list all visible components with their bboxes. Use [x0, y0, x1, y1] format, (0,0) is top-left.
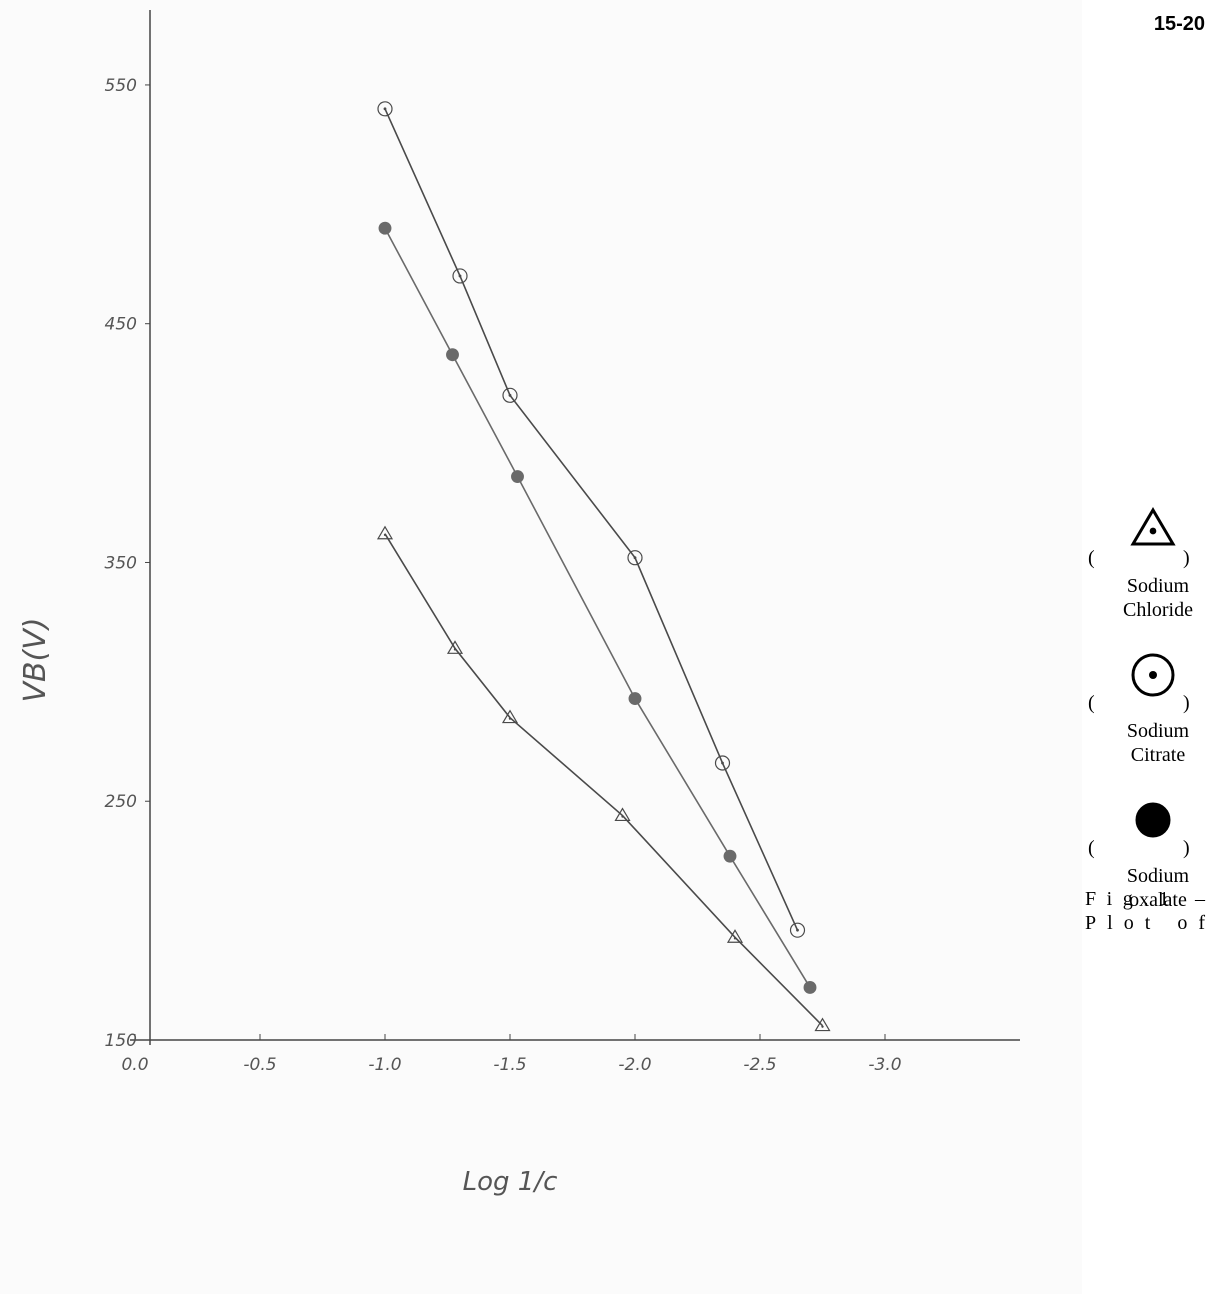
marker [628, 692, 642, 706]
marker [723, 849, 737, 863]
marker [803, 981, 817, 994]
y-axis-label: VB(V) [18, 617, 53, 702]
x-tick-label: -1.0 [368, 1055, 401, 1075]
legend-bracket: ) [1183, 837, 1190, 859]
y-tick-label: 450 [105, 315, 137, 335]
page-number: 15-20 [1154, 13, 1205, 35]
marker [376, 525, 394, 540]
marker-shape [627, 550, 643, 566]
legend-bracket: ) [1183, 547, 1190, 569]
marker-shape [723, 849, 737, 863]
marker [714, 755, 731, 771]
series-line [384, 108, 799, 931]
legend-bracket: ) [1183, 692, 1190, 714]
legend-bracket: ( [1088, 547, 1095, 569]
marker-dot [458, 274, 462, 278]
marker [1130, 507, 1176, 546]
marker [511, 470, 524, 483]
x-axis-label: Log 1/c [463, 1167, 558, 1197]
marker-dot [721, 761, 724, 765]
marker-shape [376, 525, 394, 540]
x-tick-label: 0.0 [121, 1055, 148, 1075]
y-tick-label: 250 [105, 792, 137, 812]
marker-shape [1135, 802, 1171, 838]
marker-shape [789, 922, 806, 938]
series-line [384, 533, 824, 1027]
marker-dot [621, 815, 624, 818]
series-line [384, 227, 811, 988]
marker [726, 929, 744, 943]
marker [1135, 802, 1171, 838]
marker-shape [628, 692, 642, 706]
legend-bracket: ( [1088, 837, 1095, 859]
x-tick-label: -2.5 [743, 1055, 776, 1075]
marker [501, 709, 519, 724]
y-tick-label: 150 [105, 1031, 137, 1051]
marker-shape [501, 709, 519, 724]
marker-shape [1130, 507, 1176, 546]
marker-shape [814, 1017, 831, 1032]
marker-dot [383, 533, 387, 536]
marker-shape [726, 929, 744, 943]
marker-shape [1131, 653, 1175, 697]
marker [789, 922, 806, 938]
marker-dot [508, 393, 512, 397]
marker-shape [803, 981, 817, 994]
marker-dot [733, 937, 737, 940]
legend-bracket: ( [1088, 692, 1095, 714]
marker-dot [1149, 671, 1157, 679]
marker-dot [821, 1025, 824, 1028]
marker-dot [383, 107, 387, 111]
x-tick-label: -1.5 [493, 1055, 526, 1075]
marker [614, 807, 631, 822]
marker-shape [614, 807, 631, 822]
paper [0, 0, 1082, 1294]
marker-shape [511, 470, 524, 483]
caption: Fig.1 – Plot of [1085, 888, 1206, 934]
legend-label: Sodium Citrate [1127, 720, 1190, 766]
marker [378, 221, 392, 235]
marker-dot [633, 556, 637, 560]
marker-dot [1149, 527, 1157, 535]
marker-shape [378, 221, 392, 235]
x-tick-label: -3.0 [868, 1055, 901, 1075]
marker-shape [714, 755, 731, 771]
marker-shape [502, 387, 518, 403]
marker [452, 268, 468, 284]
marker [502, 387, 518, 403]
marker-dot [508, 717, 512, 720]
marker [627, 550, 643, 566]
legend-label: Sodium oxalate [1127, 865, 1190, 911]
marker [446, 348, 459, 362]
marker-dot [453, 648, 457, 651]
marker [814, 1017, 831, 1032]
marker [1131, 653, 1175, 697]
marker [446, 640, 464, 654]
y-tick-label: 550 [105, 76, 137, 96]
legend-label: Sodium Chloride [1123, 575, 1193, 621]
marker-shape [446, 348, 459, 362]
marker-shape [452, 268, 468, 284]
marker [377, 101, 393, 117]
x-tick-label: -2.0 [618, 1055, 651, 1075]
y-tick-label: 350 [105, 553, 137, 573]
marker-shape [446, 640, 464, 654]
marker-shape [377, 101, 393, 117]
x-tick-label: -0.5 [243, 1055, 276, 1075]
marker-dot [796, 928, 799, 932]
